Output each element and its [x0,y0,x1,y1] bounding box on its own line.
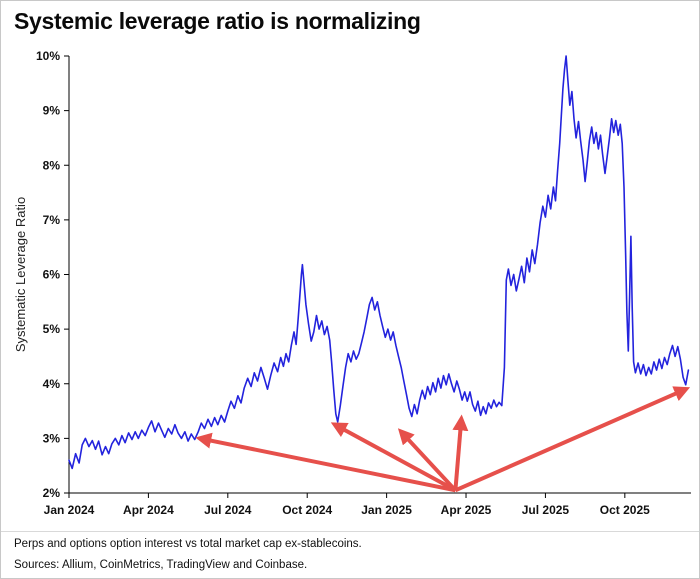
svg-text:Jul 2025: Jul 2025 [522,503,570,517]
svg-text:Jan 2024: Jan 2024 [44,503,95,517]
svg-text:Jan 2025: Jan 2025 [361,503,412,517]
chart-sources: Sources: Allium, CoinMetrics, TradingVie… [14,559,308,571]
svg-text:Apr 2025: Apr 2025 [441,503,492,517]
svg-text:Jul 2024: Jul 2024 [204,503,252,517]
svg-text:Systematic Leverage Ratio: Systematic Leverage Ratio [13,197,28,352]
svg-text:10%: 10% [36,49,60,63]
svg-text:6%: 6% [43,268,61,282]
svg-text:4%: 4% [43,377,61,391]
svg-text:9%: 9% [43,104,61,118]
chart-title: Systemic leverage ratio is normalizing [14,8,421,34]
svg-text:8%: 8% [43,158,61,172]
footer-divider [1,531,699,532]
chart-caption: Perps and options option interest vs tot… [14,538,362,550]
svg-text:3%: 3% [43,431,61,445]
svg-text:Apr 2024: Apr 2024 [123,503,174,517]
svg-text:2%: 2% [43,486,61,500]
svg-text:7%: 7% [43,213,61,227]
svg-text:5%: 5% [43,322,61,336]
svg-text:Oct 2024: Oct 2024 [282,503,332,517]
svg-text:Oct 2025: Oct 2025 [600,503,650,517]
